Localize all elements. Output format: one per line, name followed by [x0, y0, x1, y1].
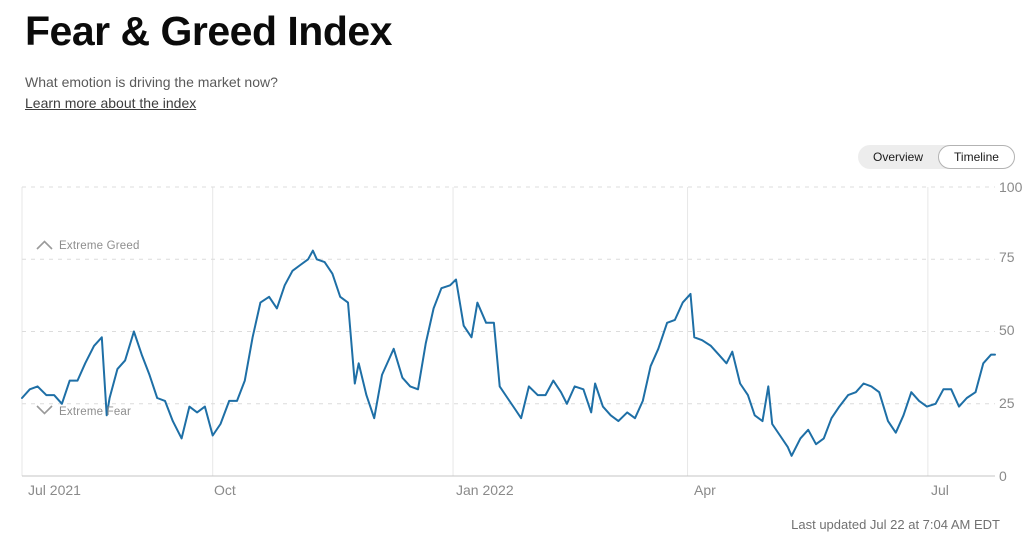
view-toggle: Overview Timeline: [858, 145, 1015, 169]
x-tick-label: Jul 2021: [28, 482, 81, 498]
page-title: Fear & Greed Index: [25, 8, 392, 54]
timeline-button[interactable]: Timeline: [938, 145, 1015, 169]
y-tick-label: 50: [999, 322, 1015, 338]
extreme-greed-label: Extreme Greed: [59, 240, 140, 252]
learn-more-link[interactable]: Learn more about the index: [25, 95, 197, 111]
y-tick-label: 100: [999, 179, 1023, 195]
x-tick-label: Apr: [694, 482, 716, 498]
extreme-fear-label: Extreme Fear: [59, 406, 132, 418]
x-tick-label: Oct: [214, 482, 236, 498]
page-subtitle: What emotion is driving the market now?: [25, 74, 278, 90]
chevron-up-icon: [36, 240, 53, 250]
last-updated-text: Last updated Jul 22 at 7:04 AM EDT: [791, 517, 1000, 532]
overview-button[interactable]: Overview: [873, 150, 924, 164]
x-tick-label: Jan 2022: [456, 482, 514, 498]
x-tick-label: Jul: [931, 482, 949, 498]
y-tick-label: 0: [999, 468, 1007, 484]
chart-plot[interactable]: [21, 185, 996, 478]
y-tick-label: 75: [999, 249, 1015, 265]
chevron-down-icon: [36, 405, 53, 415]
y-tick-label: 25: [999, 395, 1015, 411]
